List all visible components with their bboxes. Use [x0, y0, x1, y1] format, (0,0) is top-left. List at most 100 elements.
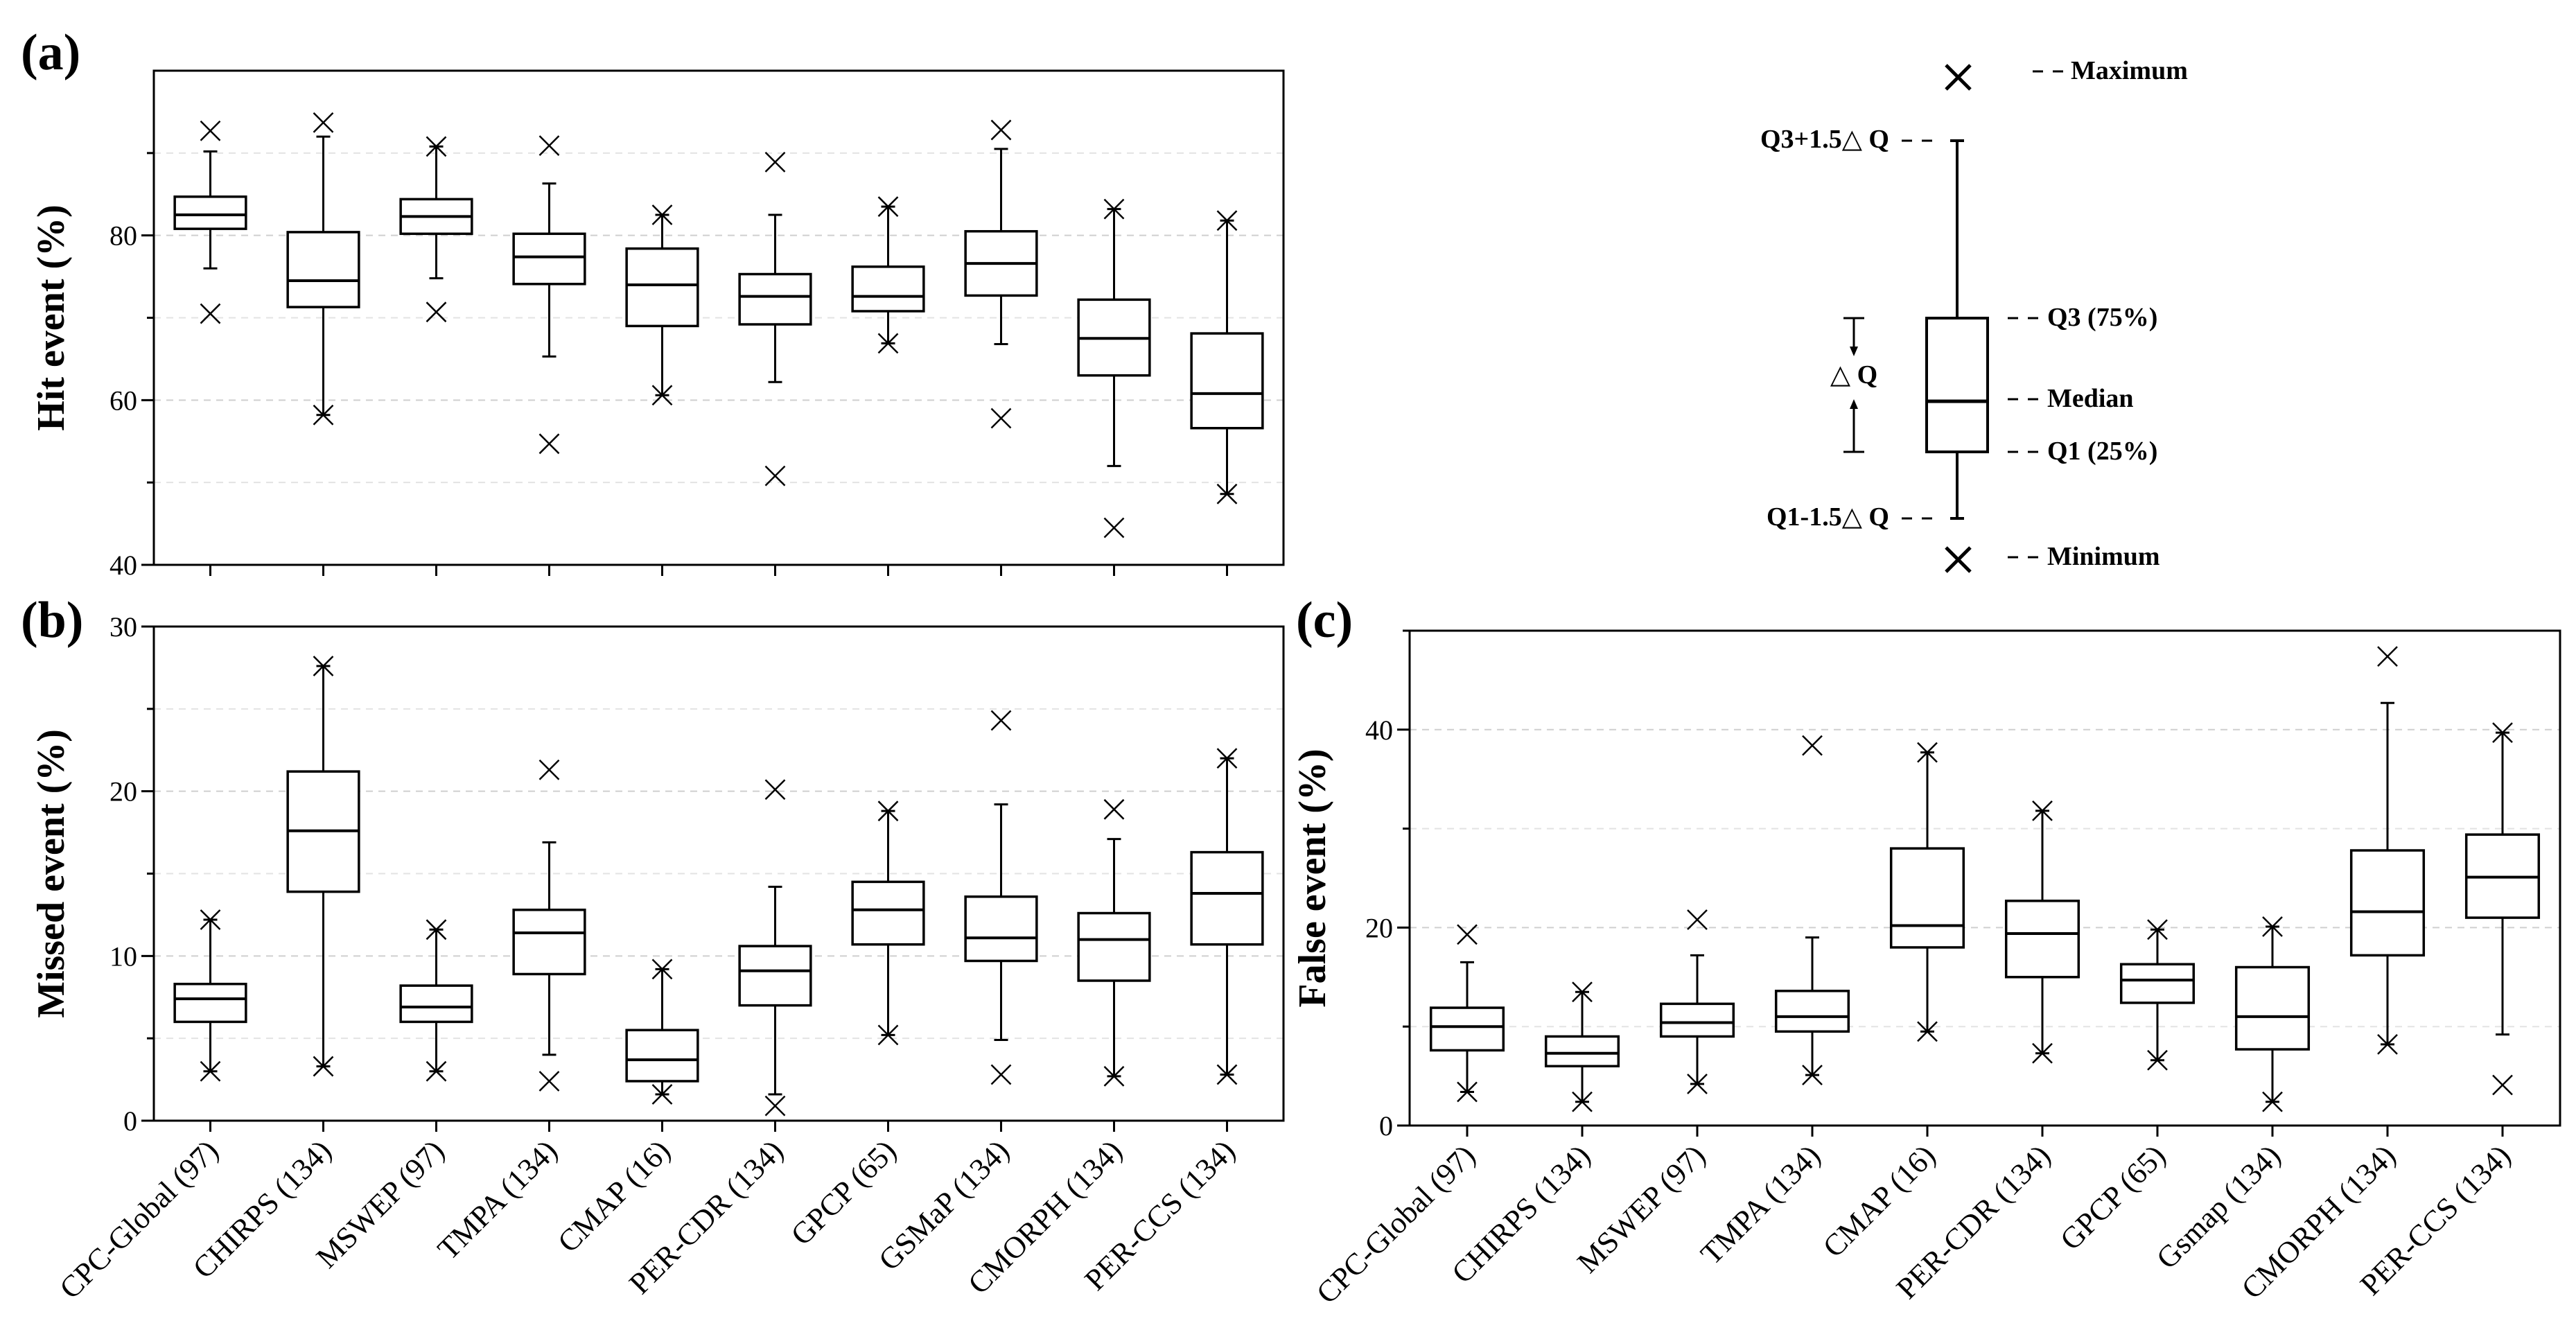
min-marker [990, 408, 1012, 429]
min-marker [877, 333, 899, 354]
max-marker [426, 136, 447, 157]
min-marker [990, 1064, 1012, 1085]
max-marker [764, 779, 786, 800]
max-marker [1216, 210, 1238, 231]
box-7 [964, 119, 1038, 576]
min-marker [651, 385, 673, 406]
y-axis-label: Hit event (%) [30, 204, 73, 431]
box-9 [1190, 210, 1264, 576]
min-marker [1216, 483, 1238, 505]
max-marker [877, 800, 899, 822]
panel-label: (a) [21, 24, 80, 81]
min-marker [200, 1060, 221, 1082]
max-marker [2377, 646, 2398, 667]
max-marker [313, 656, 334, 676]
box-iqr [512, 909, 586, 976]
max-marker [2032, 800, 2053, 821]
max-marker [313, 112, 334, 133]
box-6: GPCP (65) [785, 800, 925, 1252]
box-iqr [1774, 990, 1850, 1033]
box-iqr [625, 1029, 699, 1083]
legend-box [1925, 317, 1989, 453]
box-8 [1077, 198, 1151, 576]
legend-minimum-label: Minimum [2047, 542, 2160, 571]
panel-a: (a) 40 60 80 Hit event (%) [21, 24, 1285, 581]
box-1 [286, 112, 360, 576]
box-iqr [1429, 1006, 1505, 1052]
category-label: GPCP (65) [2053, 1138, 2172, 1257]
box-iqr [173, 982, 247, 1024]
max-marker [200, 120, 221, 141]
y-tick-label: 80 [109, 220, 137, 252]
min-marker [651, 1084, 673, 1105]
y-tick-label: 10 [109, 940, 137, 972]
box-iqr [1190, 850, 1264, 946]
box-iqr [1659, 1002, 1735, 1038]
min-marker [2377, 1034, 2398, 1055]
box-iqr [851, 265, 925, 313]
box-iqr [851, 880, 925, 946]
max-marker [2262, 916, 2283, 937]
box-2 [399, 136, 473, 576]
y-tick-label: 40 [1365, 715, 1393, 746]
panel-label: (b) [21, 592, 83, 649]
category-label: CPC-Global (97) [1310, 1138, 1482, 1310]
legend-median-label: Median [2047, 384, 2134, 413]
min-marker [764, 1095, 786, 1117]
box-iqr [964, 895, 1038, 963]
min-marker [313, 1056, 334, 1077]
box-8: CMORPH (134) [961, 798, 1151, 1301]
max-marker [877, 196, 899, 217]
max-marker [1103, 798, 1125, 820]
category-label: CMAP (16) [1816, 1138, 1942, 1263]
box-4: CMAP (16) [551, 959, 699, 1259]
min-marker [1103, 517, 1125, 539]
min-marker [1457, 1081, 1478, 1103]
legend-upper-whisker-label: Q3+1.5△ Q [1760, 125, 1889, 154]
min-marker [1103, 1065, 1125, 1087]
box-9: PER-CCS (134) [1078, 748, 1264, 1297]
y-tick-label: 0 [1379, 1110, 1393, 1141]
max-marker [651, 959, 673, 980]
max-marker [538, 135, 560, 157]
y-axis-label: False event (%) [1291, 749, 1334, 1007]
min-marker [200, 303, 221, 324]
max-marker [200, 909, 221, 930]
min-marker [1802, 1065, 1823, 1086]
min-marker [538, 1071, 560, 1092]
legend-maximum-label: Maximum [2071, 56, 2188, 85]
box-iqr [1077, 911, 1151, 982]
box-iqr [1190, 332, 1264, 430]
max-marker [1687, 909, 1708, 930]
box-legend: Maximum Q3+1.5△ Q Q3 (75%) Median Q1 (25… [1760, 56, 2188, 573]
box-iqr [2234, 965, 2311, 1051]
min-marker [426, 1060, 447, 1082]
box-0 [173, 120, 247, 576]
box-2: MSWEP (97) [310, 919, 473, 1275]
min-marker [2492, 1074, 2513, 1096]
max-marker [990, 710, 1012, 731]
box-iqr [2119, 963, 2196, 1004]
box-iqr [512, 232, 586, 286]
panel-b: (b) 0 10 20 30 Missed event (%) CPC-Global (97… [21, 592, 1285, 1306]
max-marker [1103, 198, 1125, 220]
box-3 [512, 135, 586, 576]
panel-label: (c) [1296, 592, 1353, 649]
max-marker [764, 152, 786, 173]
category-label: CPC-Global (97) [53, 1133, 225, 1305]
legend-iqr-label: △ Q [1830, 360, 1877, 390]
min-marker [2262, 1091, 2283, 1112]
max-marker [1216, 748, 1238, 769]
min-marker [538, 433, 560, 455]
min-marker [764, 465, 786, 487]
min-marker [1216, 1064, 1238, 1085]
box-iqr [738, 272, 812, 326]
box-iqr [625, 247, 699, 328]
min-marker [1572, 1091, 1593, 1112]
y-tick-label: 40 [109, 550, 137, 581]
max-marker [651, 204, 673, 225]
min-marker [1917, 1021, 1938, 1042]
legend-lower-whisker-label: Q1-1.5△ Q [1767, 502, 1889, 532]
